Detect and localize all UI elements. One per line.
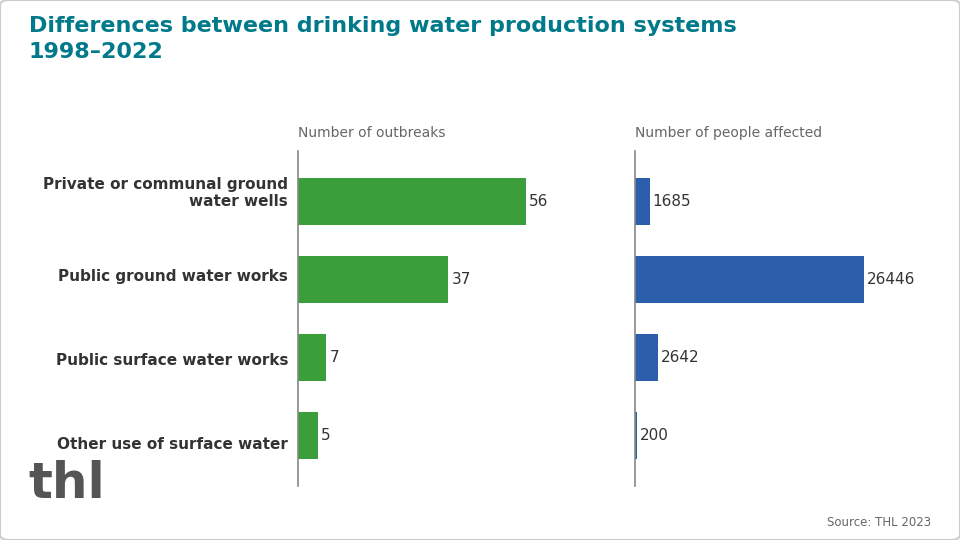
Text: 56: 56 (529, 194, 548, 210)
Bar (298, 412, 318, 459)
Text: Other use of surface water: Other use of surface water (58, 437, 288, 451)
Text: 26446: 26446 (867, 272, 915, 287)
Text: 5: 5 (322, 428, 331, 443)
Text: Differences between drinking water production systems
1998–2022: Differences between drinking water produ… (29, 16, 736, 62)
Text: 2642: 2642 (660, 350, 699, 365)
Bar (636, 256, 864, 303)
Text: 1685: 1685 (653, 194, 691, 210)
Bar (298, 256, 448, 303)
Text: 37: 37 (451, 272, 470, 287)
Text: 200: 200 (639, 428, 668, 443)
Text: Number of outbreaks: Number of outbreaks (298, 126, 445, 140)
Text: 7: 7 (329, 350, 339, 365)
Bar (298, 334, 326, 381)
Bar (298, 178, 525, 225)
Text: Private or communal ground
water wells: Private or communal ground water wells (43, 177, 288, 209)
Text: Source: THL 2023: Source: THL 2023 (828, 516, 931, 529)
Text: thl: thl (29, 460, 106, 508)
Text: Public ground water works: Public ground water works (59, 269, 288, 284)
Text: Number of people affected: Number of people affected (636, 126, 823, 140)
Bar (636, 178, 650, 225)
Bar (636, 412, 637, 459)
Bar (636, 334, 659, 381)
Text: Public surface water works: Public surface water works (56, 353, 288, 368)
